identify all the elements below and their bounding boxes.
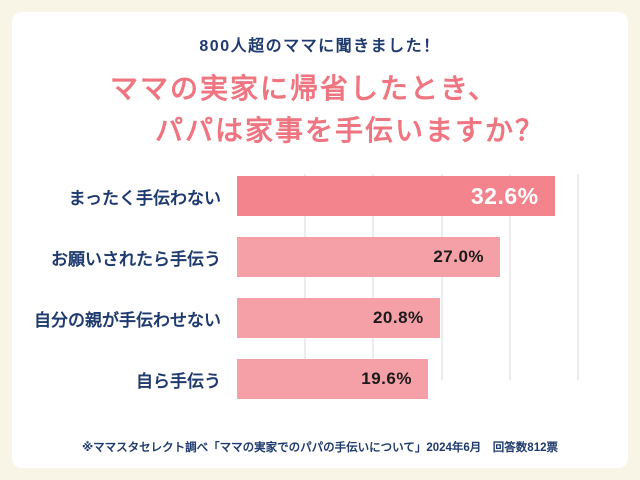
footer-note: ※ママスタセレクト調べ「ママの実家でのパパの手伝いについて」2024年6月 回答… bbox=[82, 442, 558, 454]
bar-fill: 19.6% bbox=[237, 359, 428, 399]
bar-value-label: 32.6% bbox=[470, 182, 539, 209]
bar-category-label: まったく手伝わない bbox=[68, 188, 221, 208]
bar-track: 19.6% bbox=[237, 359, 578, 399]
infographic-card: 800人超のママに聞きました！ ママの実家に帰省したとき、 パパは家事を手伝いま… bbox=[12, 12, 628, 468]
bar-value-label: 20.8% bbox=[372, 308, 424, 327]
bar-fill: 27.0% bbox=[237, 237, 501, 277]
chart-title-line1: ママの実家に帰省したとき、 bbox=[109, 73, 499, 104]
bar-value-label: 19.6% bbox=[361, 369, 412, 388]
bar-value-label: 27.0% bbox=[433, 247, 485, 266]
page-subtitle: 800人超のママに聞きました！ bbox=[199, 38, 441, 55]
chart-row: 自ら手伝う 19.6% bbox=[22, 359, 578, 399]
bar-category-label: お願いされたら手伝う bbox=[51, 249, 221, 269]
chart-title: ママの実家に帰省したとき、 パパは家事を手伝いますか？ bbox=[12, 68, 628, 152]
bar-track: 27.0% bbox=[237, 237, 578, 277]
chart-title-line2: パパは家事を手伝いますか？ bbox=[154, 115, 545, 146]
chart-row: お願いされたら手伝う 27.0% bbox=[22, 237, 578, 277]
bar-track: 20.8% bbox=[237, 298, 578, 338]
bar-chart: まったく手伝わない 32.6% お願いされたら手伝う 27.0% 自分の親が手伝わせない… bbox=[12, 174, 628, 399]
chart-row: まったく手伝わない 32.6% bbox=[22, 176, 578, 216]
chart-row: 自分の親が手伝わせない 20.8% bbox=[22, 298, 578, 338]
bar-fill: 20.8% bbox=[237, 298, 440, 338]
chart-rows: まったく手伝わない 32.6% お願いされたら手伝う 27.0% 自分の親が手伝わせない… bbox=[22, 176, 578, 399]
bar-fill: 32.6% bbox=[237, 176, 555, 216]
bar-category-label: 自ら手伝う bbox=[136, 371, 221, 391]
bar-category-label: 自分の親が手伝わせない bbox=[34, 310, 221, 330]
bar-track: 32.6% bbox=[237, 176, 578, 216]
